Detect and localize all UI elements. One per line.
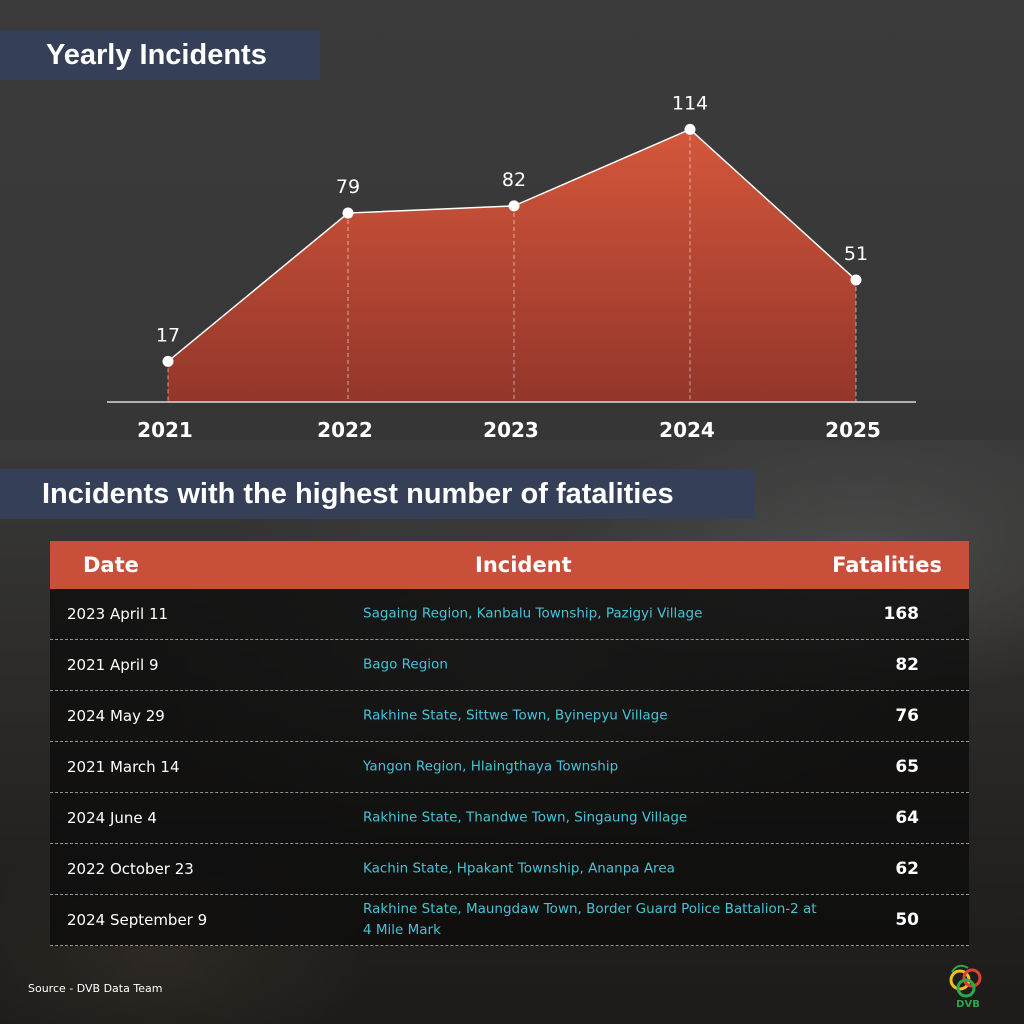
table-header: Date Incident Fatalities [50, 541, 969, 589]
table-row: 2024 September 9 Rakhine State, Maungdaw … [50, 895, 969, 946]
cell-incident: Bago Region [363, 656, 448, 673]
yearly-incidents-chart: 17 2021 79 2022 82 2023 114 2024 51 2025 [107, 92, 916, 442]
cell-date: 2021 March 14 [67, 758, 180, 776]
data-label-2022: 79 [336, 176, 360, 198]
cell-incident: Rakhine State, Sittwe Town, Byinepyu Vil… [363, 707, 668, 724]
data-point-2023 [508, 200, 520, 212]
table-row: 2021 March 14 Yangon Region, Hlaingthaya … [50, 742, 969, 793]
cell-fatalities: 82 [895, 655, 919, 675]
table-body: 2023 April 11 Sagaing Region, Kanbalu Tow… [50, 589, 969, 946]
cell-date: 2024 May 29 [67, 707, 165, 725]
dvb-logo-icon: DVB [949, 964, 982, 1010]
cell-date: 2024 June 4 [67, 809, 157, 827]
table-row: 2024 May 29 Rakhine State, Sittwe Town, B… [50, 691, 969, 742]
area-fill [168, 129, 856, 402]
x-tick-2022: 2022 [317, 418, 373, 442]
top-incidents-title: Incidents with the highest number of fat… [0, 469, 755, 519]
cell-date: 2024 September 9 [67, 911, 208, 929]
cell-incident: Rakhine State, Maungdaw Town, Border Gua… [363, 901, 817, 938]
x-tick-2021: 2021 [137, 418, 193, 442]
cell-date: 2022 October 23 [67, 860, 194, 878]
data-point-2024 [684, 123, 696, 135]
yearly-incidents-title: Yearly Incidents [0, 30, 320, 80]
table-row: 2021 April 9 Bago Region 82 [50, 640, 969, 691]
x-tick-2024: 2024 [659, 418, 715, 442]
data-label-2021: 17 [156, 324, 180, 346]
cell-fatalities: 76 [895, 706, 919, 726]
logo-text: DVB [956, 999, 980, 1010]
cell-incident: Kachin State, Hpakant Township, Ananpa A… [363, 860, 675, 877]
cell-fatalities: 65 [895, 757, 919, 777]
table-row: 2022 October 23 Kachin State, Hpakant Tow… [50, 844, 969, 895]
header-date: Date [83, 553, 139, 577]
data-label-2023: 82 [502, 169, 526, 191]
cell-incident: Sagaing Region, Kanbalu Township, Pazigy… [363, 605, 703, 622]
data-point-2021 [162, 355, 174, 367]
data-label-2024: 114 [672, 92, 708, 114]
cell-incident: Rakhine State, Thandwe Town, Singaung Vi… [363, 809, 688, 826]
x-tick-2023: 2023 [483, 418, 539, 442]
x-tick-2025: 2025 [825, 418, 881, 442]
source-note: Source - DVB Data Team [28, 982, 163, 995]
cell-date: 2023 April 11 [67, 605, 169, 623]
cell-incident: Yangon Region, Hlaingthaya Township [363, 758, 619, 775]
cell-date: 2021 April 9 [67, 656, 159, 674]
data-label-2025: 51 [844, 243, 868, 265]
cell-fatalities: 50 [895, 910, 919, 930]
data-point-2022 [342, 207, 354, 219]
cell-fatalities: 168 [883, 604, 920, 624]
fatalities-table: Date Incident Fatalities 2023 April 11 Sa… [50, 541, 969, 946]
cell-fatalities: 64 [895, 808, 919, 828]
cell-fatalities: 62 [895, 859, 919, 879]
data-point-2025 [850, 274, 862, 286]
header-incident: Incident [475, 553, 572, 577]
table-row: 2023 April 11 Sagaing Region, Kanbalu Tow… [50, 589, 969, 640]
table-row: 2024 June 4 Rakhine State, Thandwe Town, … [50, 793, 969, 844]
header-fatalities: Fatalities [832, 553, 942, 577]
